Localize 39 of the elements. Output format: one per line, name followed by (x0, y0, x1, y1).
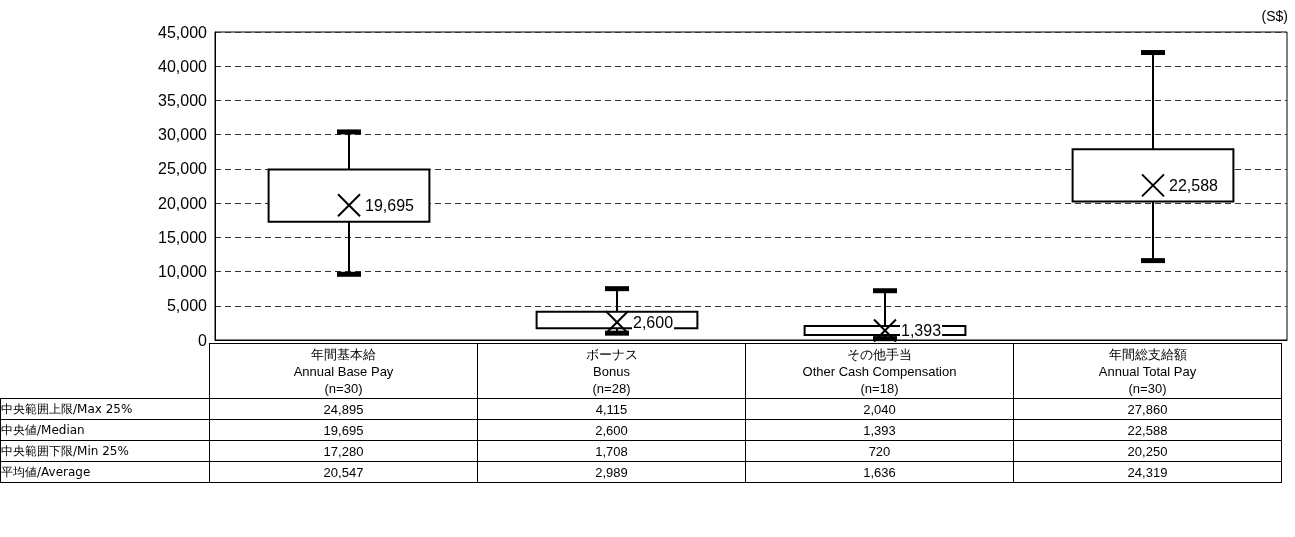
annotation: 19,695 (365, 196, 415, 214)
text: 1,636 (745, 461, 1014, 483)
text: 19,695 (209, 419, 478, 441)
text: 24,319 (1013, 461, 1282, 483)
text: 1,708 (477, 440, 746, 462)
text: 4,115 (477, 398, 746, 420)
text: 中央範囲下限/Min 25% (0, 440, 210, 462)
text: 22,588 (1013, 419, 1282, 441)
x-tick-label: 年間基本給 Annual Base Pay (n=30) (209, 343, 478, 399)
x-tick-label: ボーナス Bonus (n=28) (477, 343, 746, 399)
annotation: 2,600 (633, 313, 674, 331)
y-tick-label: 0 (198, 331, 208, 349)
text: 1,393 (745, 419, 1014, 441)
y-tick-label: 20,000 (158, 194, 208, 212)
annotation: 22,588 (1169, 176, 1219, 194)
y-tick-label: 30,000 (158, 126, 208, 144)
text: 17,280 (209, 440, 478, 462)
y-tick-label: 35,000 (158, 91, 208, 109)
y-tick-label: 45,000 (158, 23, 208, 41)
y-tick-label: 10,000 (158, 263, 208, 281)
text: 2,600 (477, 419, 746, 441)
text: 24,895 (209, 398, 478, 420)
x-tick-label: その他手当 Other Cash Compensation (n=18) (745, 343, 1014, 399)
y-axis-title: (S$) (1261, 8, 1288, 24)
annotation: 1,393 (901, 321, 942, 339)
text: 中央範囲上限/Max 25% (0, 398, 210, 420)
text: 中央値/Median (0, 419, 210, 441)
y-tick-label: 25,000 (158, 160, 208, 178)
x-tick-label: 年間総支給額 Annual Total Pay (n=30) (1013, 343, 1282, 399)
y-tick-label: 15,000 (158, 228, 208, 246)
text: 720 (745, 440, 1014, 462)
text: 2,989 (477, 461, 746, 483)
text: 2,040 (745, 398, 1014, 420)
text: 20,250 (1013, 440, 1282, 462)
text: 27,860 (1013, 398, 1282, 420)
y-tick-label: 40,000 (158, 57, 208, 75)
text: 平均値/Average (0, 461, 210, 483)
y-tick-label: 5,000 (166, 297, 208, 315)
text: 20,547 (209, 461, 478, 483)
